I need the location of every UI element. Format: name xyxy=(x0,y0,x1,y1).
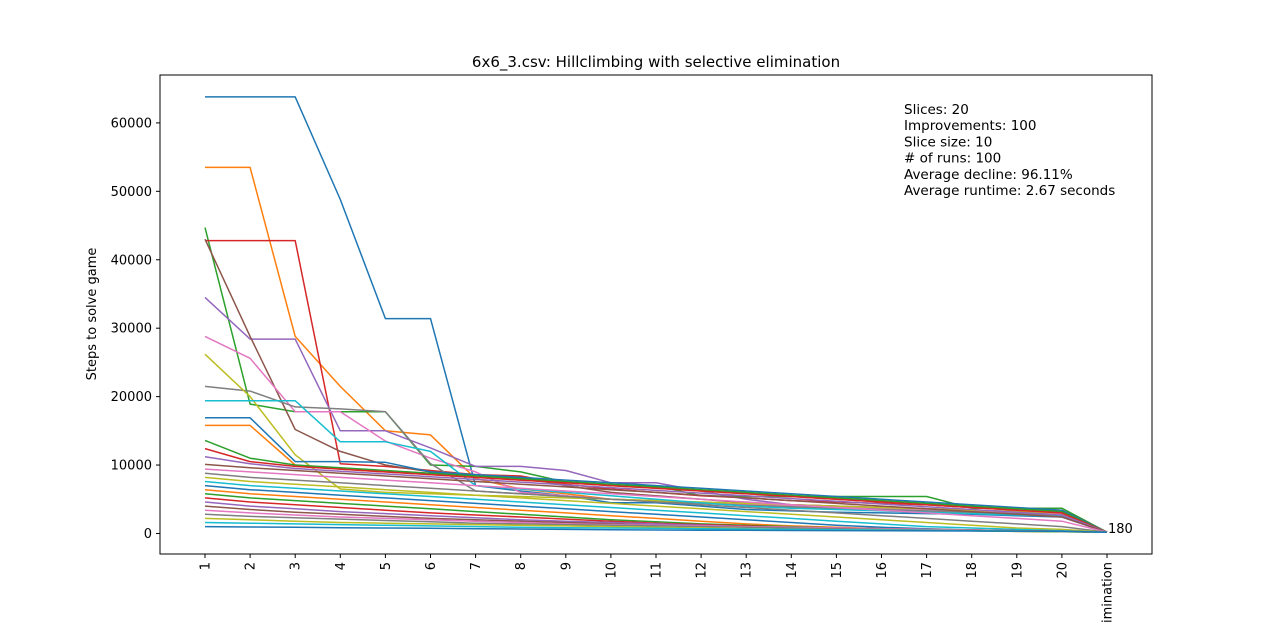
x-tick-label: 20 xyxy=(1055,562,1070,579)
y-tick-label: 20000 xyxy=(111,390,152,405)
x-tick-label: 9 xyxy=(559,562,574,570)
x-tick-label: 4 xyxy=(334,562,349,570)
y-tick-label: 50000 xyxy=(111,185,152,200)
x-tick-label: 6 xyxy=(424,562,439,570)
y-tick-label: 60000 xyxy=(111,116,152,131)
x-tick-label: 14 xyxy=(785,562,800,579)
x-tick-label: 15 xyxy=(830,562,845,579)
end-annotation: 180 xyxy=(1108,522,1133,537)
series-line xyxy=(204,456,1108,533)
y-axis-ticks: 0 10000 20000 30000 40000 50000 60000 xyxy=(111,116,160,542)
series-line xyxy=(204,353,1108,533)
x-tick-label: 12 xyxy=(695,562,710,579)
series-line xyxy=(204,480,1108,533)
y-axis-label: Steps to solve game xyxy=(85,248,100,381)
x-tick-label: 18 xyxy=(965,562,980,579)
info-line: Slice size: 10 xyxy=(904,134,992,150)
x-tick-label: 7 xyxy=(469,562,484,570)
x-axis-ticks: 1 2 3 4 5 6 7 8 9 10 11 12 13 14 15 16 17 18 19 20 Eliminati… xyxy=(199,554,1116,623)
info-line: # of runs: 100 xyxy=(904,151,1001,167)
series-lines xyxy=(204,96,1108,533)
series-line xyxy=(204,476,1108,533)
y-tick-label: 10000 xyxy=(111,459,152,474)
y-tick-label: 40000 xyxy=(111,253,152,268)
series-line xyxy=(204,463,1108,533)
series-line xyxy=(204,468,1108,533)
x-tick-label: 16 xyxy=(875,562,890,579)
series-line xyxy=(205,399,1108,533)
x-tick-label: 8 xyxy=(514,562,529,570)
x-tick-label: 17 xyxy=(920,562,935,579)
x-tick-label: 11 xyxy=(650,562,665,579)
y-tick-label: 30000 xyxy=(111,322,152,337)
x-tick-label: 2 xyxy=(244,562,259,570)
x-tick-label: 19 xyxy=(1010,562,1025,579)
series-line xyxy=(204,472,1108,533)
info-line: Improvements: 100 xyxy=(904,118,1036,134)
series-line xyxy=(204,439,1108,533)
x-tick-label: 10 xyxy=(604,562,619,579)
x-tick-label: 5 xyxy=(379,562,394,570)
chart-title: 6x6_3.csv: Hillclimbing with selective e… xyxy=(472,53,840,72)
info-line: Average decline: 96.11% xyxy=(904,167,1073,183)
info-line: Slices: 20 xyxy=(904,102,969,118)
x-tick-label: Elimination xyxy=(1101,562,1116,623)
x-tick-label: 13 xyxy=(740,562,755,579)
series-line xyxy=(205,417,1108,533)
series-line xyxy=(204,525,1108,533)
series-line xyxy=(204,447,1108,533)
y-tick-label: 0 xyxy=(144,527,152,542)
info-line: Average runtime: 2.67 seconds xyxy=(904,183,1115,199)
x-tick-label: 1 xyxy=(199,562,214,570)
x-tick-label: 3 xyxy=(289,562,304,570)
